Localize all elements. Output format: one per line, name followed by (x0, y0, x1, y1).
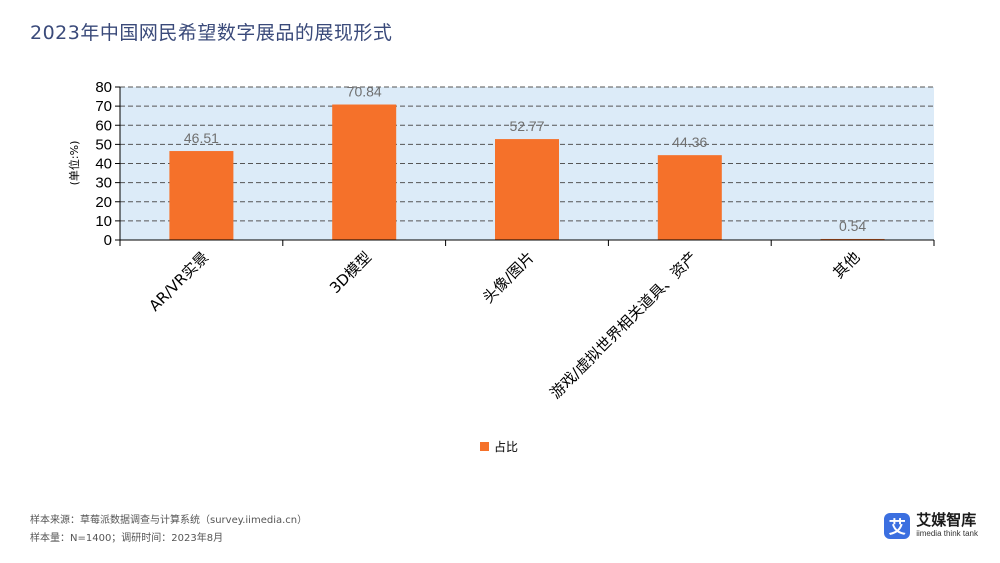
x-category-label: 游戏/虚拟世界相关道具、资产 (546, 248, 700, 402)
data-label: 70.84 (347, 84, 382, 100)
y-tick-label: 30 (95, 175, 112, 192)
y-tick-label: 20 (95, 194, 112, 211)
bar (657, 155, 722, 240)
brand-name: 艾媒智库 (916, 511, 977, 529)
brand-icon: 艾 (884, 512, 911, 539)
x-category-label: AR/VR实景 (145, 248, 212, 315)
footer: 样本来源：草莓派数据调查与计算系统（survey.iimedia.cn） 样本量… (30, 512, 307, 548)
bar (332, 104, 397, 241)
brand-logo: 艾 艾媒智库 iimedia think tank (884, 512, 978, 539)
data-label: 52.77 (509, 118, 544, 134)
y-tick-label: 70 (95, 98, 112, 115)
data-label: 0.54 (839, 218, 866, 234)
y-tick-label: 0 (104, 232, 112, 249)
y-tick-label: 80 (95, 79, 112, 96)
bar-chart: 0 10 20 30 40 50 60 70 80 46.51 AR/VR实景 70.84 3D模型 5… (67, 79, 935, 454)
brand-subtitle: iimedia think tank (916, 529, 978, 538)
bar (495, 139, 559, 240)
y-tick-label: 60 (95, 117, 112, 134)
data-label: 46.51 (184, 130, 219, 146)
bar (820, 238, 885, 240)
footer-source: 样本来源：草莓派数据调查与计算系统（survey.iimedia.cn） (30, 515, 308, 526)
bar (169, 151, 234, 240)
legend: 占比 (480, 439, 518, 454)
legend-label: 占比 (494, 439, 518, 454)
chart-title: 2023年中国网民希望数字展品的展现形式 (30, 22, 393, 44)
data-label: 44.36 (672, 134, 707, 150)
y-tick-label: 10 (95, 213, 112, 230)
legend-swatch (480, 442, 489, 451)
x-category-label: 头像/图片 (479, 248, 538, 307)
y-tick-label: 40 (95, 156, 112, 173)
y-axis-label: (单位:%) (67, 141, 81, 186)
x-category-label: 其他 (829, 248, 863, 282)
footer-sample: 样本量：N=1400；调研时间：2023年8月 (30, 533, 224, 544)
y-tick-label: 50 (95, 136, 112, 153)
x-category-label: 3D模型 (326, 248, 375, 297)
